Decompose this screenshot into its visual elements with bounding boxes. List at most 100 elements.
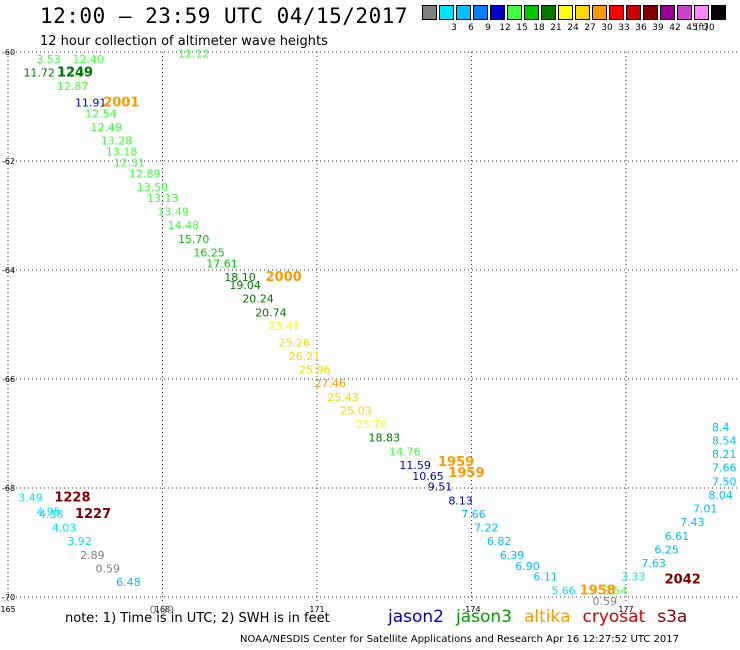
wave-height-value: 25.03 <box>340 404 372 417</box>
wave-height-value: 7.63 <box>641 557 666 570</box>
wave-height-value: 4.95 <box>36 505 61 518</box>
legend-satellite-jason3: jason3 <box>456 607 512 627</box>
pass-time-label: 1228 <box>54 491 90 506</box>
credit-line: NOAA/NESDIS Center for Satellite Applica… <box>240 634 679 645</box>
wave-height-value: 15.70 <box>178 233 210 246</box>
scale-swatch <box>541 5 556 20</box>
wave-height-value: 13.26 <box>60 67 92 80</box>
wave-height-value: 12.87 <box>57 80 89 93</box>
wave-height-value: 6.48 <box>116 576 140 589</box>
lon-tick-label: -174 <box>462 605 480 614</box>
scale-swatch <box>490 5 505 20</box>
lat-tick-label: -64 <box>2 266 15 275</box>
lat-tick-label: -70 <box>2 593 15 602</box>
wave-height-value: 6.90 <box>515 560 540 573</box>
scale-label: 33 <box>618 23 630 33</box>
wave-height-value: 6.61 <box>665 530 690 543</box>
wave-height-value: 8.04 <box>708 489 733 502</box>
wave-height-value: 14.76 <box>389 445 421 458</box>
pass-time-label: 1959 <box>448 466 484 481</box>
axis-tick-labels: 165 168 171 -174 177 -60 -62 -64 -66 -68 -70 <box>0 48 633 614</box>
lon-tick-label: 171 <box>309 605 324 614</box>
wave-height-value: 7.43 <box>680 516 705 529</box>
wave-height-value: 7.50 <box>712 475 737 488</box>
scale-swatch <box>677 5 692 20</box>
wave-height-value: 17.61 <box>206 257 238 270</box>
wave-height-value: 25.96 <box>299 364 331 377</box>
wave-height-value: 20.74 <box>255 306 287 319</box>
scale-swatch <box>694 5 709 20</box>
pass-time-label: 1249 <box>57 66 93 81</box>
scale-label: 36 <box>635 23 647 33</box>
legend-satellite-cryosat: cryosat <box>582 607 646 627</box>
wave-height-value: 0.59 <box>593 595 618 608</box>
wave-height-value: 13.50 <box>137 181 169 194</box>
wave-height-value: 12.12 <box>178 47 210 60</box>
pass-time-label: 2001 <box>103 96 139 111</box>
wave-height-value: 7.66 <box>461 508 486 521</box>
wave-height-value: 3.54 <box>603 584 628 597</box>
pass-time-label: 2000 <box>266 270 302 285</box>
scale-swatch <box>558 5 573 20</box>
scale-unit: (ft) <box>695 23 709 33</box>
legend-satellite-jason2: jason2 <box>388 607 444 627</box>
legend-satellite-altika: altika <box>524 607 571 627</box>
wave-height-value: 2.89 <box>80 549 105 562</box>
lat-lon-grid <box>7 51 738 602</box>
wave-height-value: 4.03 <box>52 522 77 535</box>
wave-height-value: 13.13 <box>147 192 179 205</box>
wave-height-value: 3.49 <box>18 492 43 505</box>
scale-label: 18 <box>533 23 545 33</box>
wave-height-value: 23.41 <box>268 320 300 333</box>
wave-height-value: 11.91 <box>75 97 107 110</box>
wave-height-value: 25.26 <box>278 336 310 349</box>
wave-height-value: 7.66 <box>712 462 737 475</box>
wave-height-value: 7.22 <box>474 522 499 535</box>
wave-height-value: 3.53 <box>36 53 61 66</box>
scale-swatch <box>456 5 471 20</box>
pass-time-label: 1958 <box>580 583 616 598</box>
scale-swatch <box>422 5 437 20</box>
satellite-legend: jason2 jason3 altika cryosat s3a <box>388 607 699 627</box>
scale-swatch <box>711 5 726 20</box>
wave-height-value: 6.39 <box>500 549 525 562</box>
wave-height-value: 7.01 <box>693 503 718 516</box>
pass-time-label: 1227 <box>75 507 111 522</box>
scale-label: 3 <box>451 23 457 33</box>
wave-height-value: 0.59 <box>150 603 175 616</box>
pass-time-label: 2042 <box>665 572 701 587</box>
wave-height-value: 12.40 <box>72 53 104 66</box>
wave-height-value: 6.11 <box>533 571 558 584</box>
wave-height-value: 25.43 <box>327 391 359 404</box>
scale-swatch <box>626 5 641 20</box>
wave-height-value: 12.49 <box>90 121 122 134</box>
wave-height-value: 13.49 <box>157 206 189 219</box>
wave-height-value: 13.28 <box>101 135 133 148</box>
wave-height-value: 0.59 <box>96 562 121 575</box>
scale-label: 27 <box>584 23 596 33</box>
wave-height-value: 8.13 <box>448 494 473 507</box>
wave-height-value: 12.54 <box>85 107 117 120</box>
wave-height-value: 18.10 <box>224 271 256 284</box>
scale-swatch <box>592 5 607 20</box>
wave-height-value: 13.18 <box>106 146 138 159</box>
pass-time-label: 1959 <box>438 455 474 470</box>
wave-height-value: 19.04 <box>229 279 261 292</box>
lat-tick-label: -62 <box>2 157 15 166</box>
scale-swatch <box>439 5 454 20</box>
wave-height-value: 12.89 <box>129 167 161 180</box>
scale-swatch <box>507 5 522 20</box>
wave-height-value: 8.21 <box>712 448 737 461</box>
wave-height-value: 12.31 <box>114 156 146 169</box>
lat-tick-label: -60 <box>2 48 15 57</box>
scale-label: 12 <box>499 23 511 33</box>
wave-height-value: 11.59 <box>399 459 431 472</box>
wave-height-value: 10.65 <box>412 470 444 483</box>
scale-label: 30 <box>601 23 613 33</box>
scale-swatch <box>660 5 675 20</box>
lon-tick-label: 165 <box>0 605 15 614</box>
wave-height-color-scale: 3 6 9 12 15 18 21 24 27 30 33 36 39 42 45 70 (ft) <box>422 5 738 35</box>
scale-label: 39 <box>652 23 664 33</box>
